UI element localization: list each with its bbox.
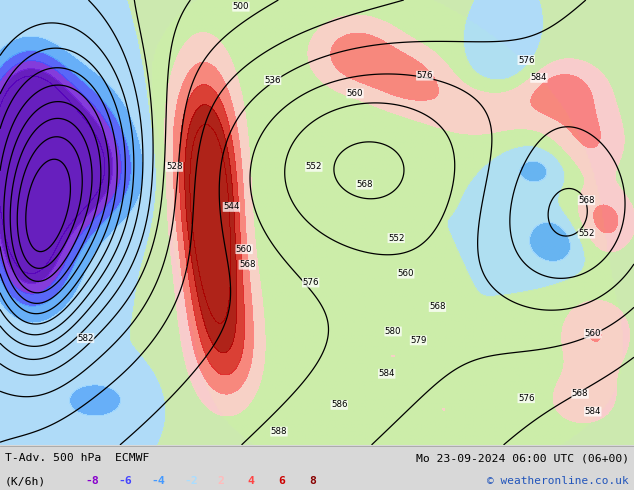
Text: 4: 4 <box>248 476 255 487</box>
Text: -4: -4 <box>152 476 165 487</box>
Text: 584: 584 <box>378 369 395 378</box>
Text: (K/6h): (K/6h) <box>5 476 46 487</box>
Text: -2: -2 <box>184 476 198 487</box>
Text: 8: 8 <box>309 476 316 487</box>
Text: 568: 568 <box>429 302 446 312</box>
Text: 584: 584 <box>585 407 601 416</box>
Text: 528: 528 <box>166 162 183 171</box>
Text: 560: 560 <box>236 245 252 254</box>
Text: 544: 544 <box>223 202 240 211</box>
Text: 576: 576 <box>518 55 534 65</box>
Text: 552: 552 <box>306 162 322 171</box>
Text: 500: 500 <box>233 2 249 11</box>
Text: 579: 579 <box>410 336 427 345</box>
Text: T-Adv. 500 hPa  ECMWF: T-Adv. 500 hPa ECMWF <box>5 453 150 463</box>
Text: -6: -6 <box>119 476 133 487</box>
Text: 568: 568 <box>572 389 588 398</box>
Text: 552: 552 <box>388 234 404 243</box>
Text: -8: -8 <box>86 476 100 487</box>
Text: 568: 568 <box>356 180 373 189</box>
Text: 2: 2 <box>217 476 224 487</box>
Text: 584: 584 <box>531 74 547 82</box>
Text: 6: 6 <box>278 476 285 487</box>
Text: 568: 568 <box>578 196 595 205</box>
Text: 582: 582 <box>77 334 94 343</box>
Text: 536: 536 <box>264 75 281 85</box>
Text: 576: 576 <box>302 278 319 287</box>
Text: 576: 576 <box>518 393 534 403</box>
Text: 560: 560 <box>347 89 363 98</box>
Text: 560: 560 <box>398 269 414 278</box>
Text: 560: 560 <box>585 329 601 338</box>
Text: 586: 586 <box>331 400 347 409</box>
Text: © weatheronline.co.uk: © weatheronline.co.uk <box>487 476 629 487</box>
Text: 588: 588 <box>271 427 287 436</box>
Text: Mo 23-09-2024 06:00 UTC (06+00): Mo 23-09-2024 06:00 UTC (06+00) <box>416 453 629 463</box>
Text: 580: 580 <box>385 327 401 336</box>
Text: 568: 568 <box>239 260 256 269</box>
Text: 552: 552 <box>578 229 595 238</box>
Text: 576: 576 <box>417 71 433 80</box>
